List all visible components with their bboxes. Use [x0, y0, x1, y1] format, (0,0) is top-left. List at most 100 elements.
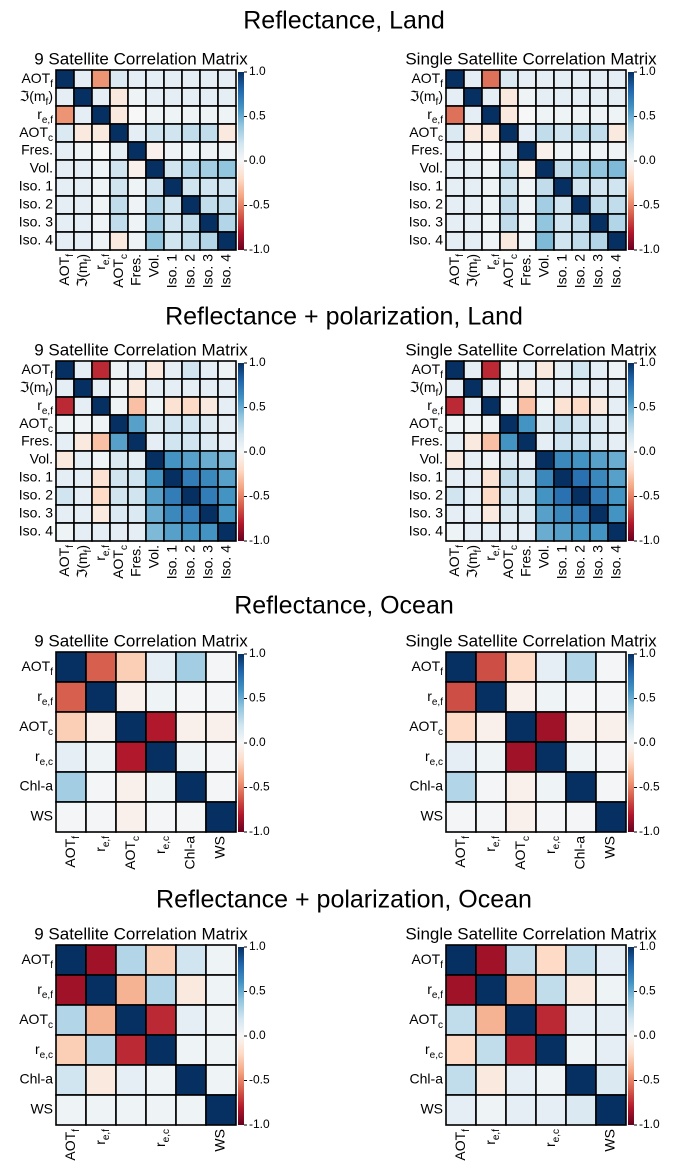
row-label: ℑ(mf)	[409, 88, 443, 108]
cell	[481, 69, 501, 89]
cell	[517, 522, 537, 542]
col-label-tail: )	[464, 545, 480, 550]
cell	[163, 231, 183, 251]
cell	[553, 468, 573, 488]
cell	[535, 522, 555, 542]
cell	[91, 159, 111, 179]
cell	[145, 1094, 177, 1126]
cell	[145, 141, 165, 161]
cell	[181, 486, 201, 506]
row-label: Vol.	[420, 451, 443, 467]
cell	[607, 360, 627, 380]
cell	[199, 195, 219, 215]
col-label: Iso. 2	[572, 545, 588, 579]
cell	[115, 771, 147, 803]
cell	[517, 378, 537, 398]
cell	[535, 974, 567, 1006]
cell	[145, 87, 165, 107]
colorbar-tick-label: -0.5	[639, 1073, 660, 1087]
col-label: ℑ(mf)	[464, 545, 484, 579]
col-label: Fres.	[128, 545, 144, 577]
cell	[55, 1064, 87, 1096]
cell	[127, 378, 147, 398]
cell	[55, 141, 75, 161]
colorbar	[238, 654, 244, 832]
cell	[85, 1034, 117, 1066]
cell	[607, 396, 627, 416]
section-title: Reflectance, Land	[243, 7, 445, 35]
section-title: Reflectance + polarization, Land	[165, 303, 523, 331]
col-label-base: r	[92, 265, 108, 270]
cell	[115, 944, 147, 976]
row-label: ℑ(mf)	[409, 379, 443, 399]
cell	[589, 522, 609, 542]
colorbar-tick-label: 0.0	[249, 444, 266, 458]
cell	[181, 414, 201, 434]
colorbar-tick-label: 1.0	[249, 646, 266, 660]
row-label: AOTf	[411, 70, 443, 90]
cell	[127, 69, 147, 89]
col-label: Fres.	[518, 545, 534, 577]
cell	[217, 69, 237, 89]
cell	[595, 974, 627, 1006]
cell	[535, 801, 567, 833]
col-label: ℑ(mf)	[74, 254, 94, 288]
cell	[127, 432, 147, 452]
cell	[517, 87, 537, 107]
colorbar	[238, 363, 244, 541]
cell	[181, 450, 201, 470]
cell	[565, 651, 597, 683]
row-label-sub: e,c	[430, 1050, 443, 1061]
colorbar-tick-label: -0.5	[639, 489, 660, 503]
cell	[535, 681, 567, 713]
cell	[163, 504, 183, 524]
row-label-sub: f	[50, 960, 53, 971]
cell	[91, 141, 111, 161]
cell	[481, 159, 501, 179]
cell	[517, 213, 537, 233]
cell	[199, 378, 219, 398]
cell	[145, 396, 165, 416]
row-label: AOTc	[409, 718, 443, 738]
cell	[499, 378, 519, 398]
cell	[181, 504, 201, 524]
cell	[181, 396, 201, 416]
col-label-base: AOT	[446, 256, 462, 285]
cell	[463, 414, 483, 434]
col-label-base: AOT	[446, 547, 462, 576]
cell	[55, 974, 87, 1006]
cell	[91, 432, 111, 452]
cell	[571, 87, 591, 107]
cell	[571, 177, 591, 197]
cell	[517, 396, 537, 416]
cell	[505, 944, 537, 976]
cell	[565, 741, 597, 773]
col-label-sub: c	[521, 836, 532, 841]
col-label: Iso. 4	[608, 545, 624, 579]
cell	[55, 87, 75, 107]
cell	[565, 681, 597, 713]
cell	[181, 468, 201, 488]
row-label-base: r	[35, 1041, 40, 1057]
cell	[571, 159, 591, 179]
col-label-sub: f	[455, 545, 466, 548]
cell	[199, 69, 219, 89]
cell	[109, 360, 129, 380]
cell	[217, 159, 237, 179]
cell	[553, 432, 573, 452]
col-label: Vol.	[536, 545, 552, 568]
cell	[499, 450, 519, 470]
colorbar-tick-label: 1.0	[639, 64, 656, 78]
cell	[175, 974, 207, 1006]
cell	[535, 231, 555, 251]
cell	[595, 711, 627, 743]
cell	[553, 504, 573, 524]
cell	[445, 414, 465, 434]
cell	[205, 1034, 237, 1066]
row-label-base: ℑ(m	[409, 379, 435, 395]
cell	[463, 360, 483, 380]
cell	[73, 360, 93, 380]
cell	[445, 681, 477, 713]
col-label: AOTc	[110, 545, 130, 579]
col-label-sub: f	[71, 836, 82, 839]
